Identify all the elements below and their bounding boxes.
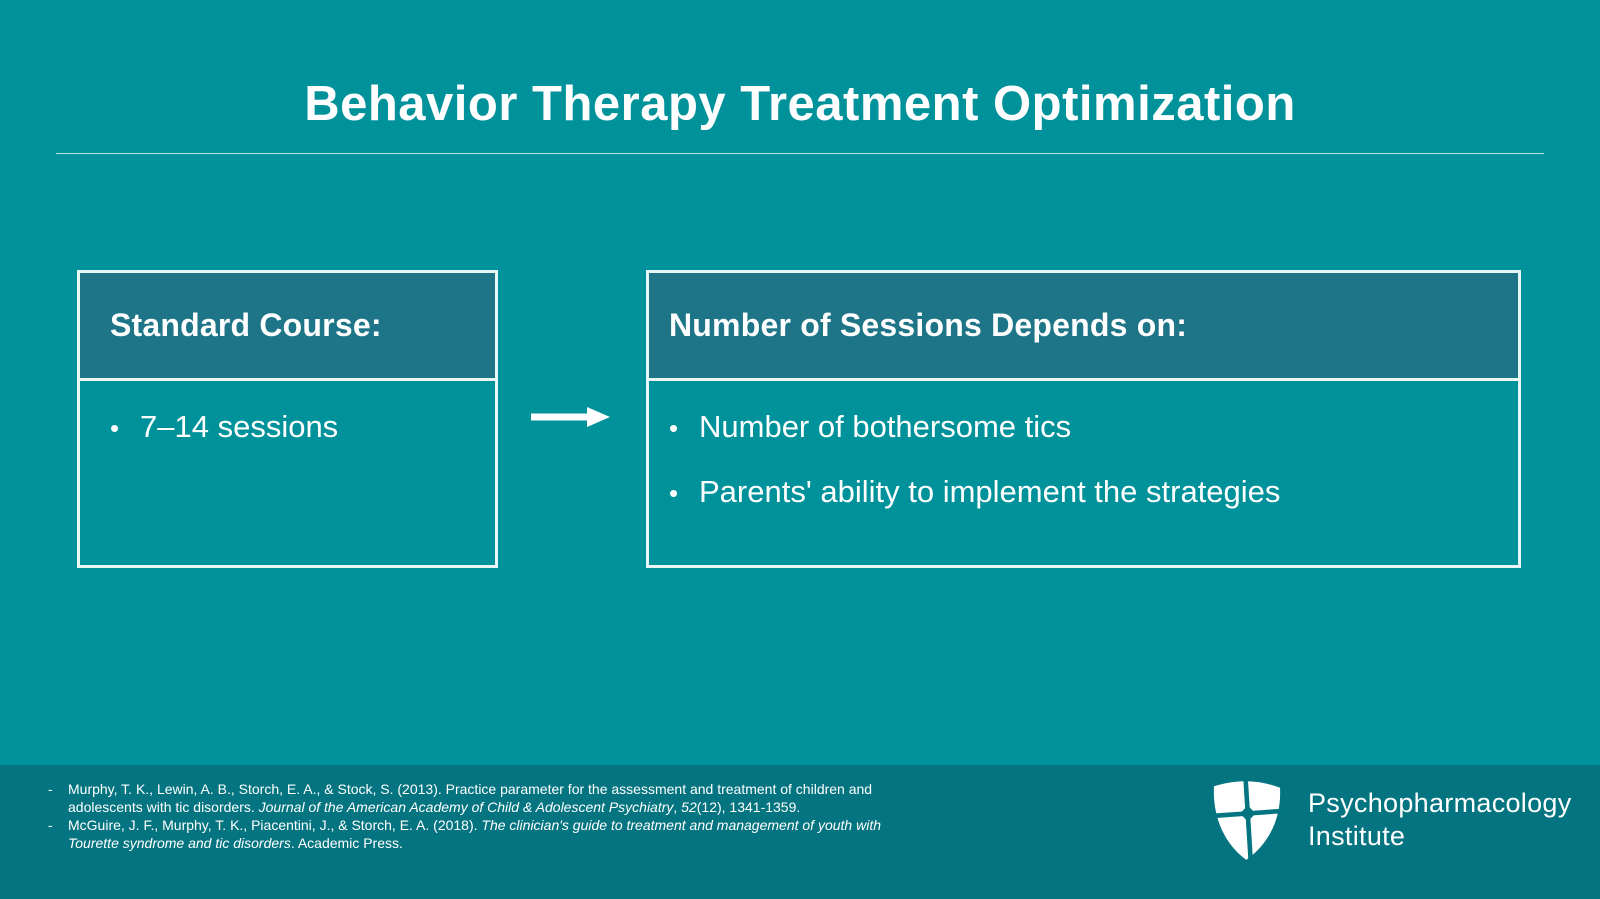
brand-name-line2: Institute <box>1308 821 1406 851</box>
brand-logo-lockup: Psychopharmacology Institute <box>1208 776 1572 864</box>
standard-course-header: Standard Course: <box>80 273 495 381</box>
reference-item: - McGuire, J. F., Murphy, T. K., Piacent… <box>48 817 908 852</box>
arrow-right-icon <box>531 402 611 432</box>
sessions-depends-box: Number of Sessions Depends on: • Number … <box>646 270 1521 568</box>
reference-segment-italic: Journal of the American Academy of Child… <box>258 798 674 815</box>
reference-segment-italic: 52 <box>681 798 697 815</box>
bullet-icon: • <box>110 413 120 443</box>
list-item: • 7–14 sessions <box>110 406 480 449</box>
reference-item: - Murphy, T. K., Lewin, A. B., Storch, E… <box>48 781 908 816</box>
standard-course-box: Standard Course: • 7–14 sessions <box>77 270 498 568</box>
brand-name: Psychopharmacology Institute <box>1308 787 1572 853</box>
reference-list: - Murphy, T. K., Lewin, A. B., Storch, E… <box>48 781 908 853</box>
list-item: • Parents' ability to implement the stra… <box>669 471 1503 514</box>
reference-segment: . Academic Press. <box>290 834 403 851</box>
bullet-icon: • <box>669 478 679 508</box>
reference-text: McGuire, J. F., Murphy, T. K., Piacentin… <box>68 817 898 852</box>
standard-course-body: • 7–14 sessions <box>80 381 495 449</box>
reference-segment: McGuire, J. F., Murphy, T. K., Piacentin… <box>68 817 482 833</box>
dash-marker: - <box>48 781 53 797</box>
reference-segment: , <box>673 798 682 815</box>
brand-name-line1: Psychopharmacology <box>1308 788 1572 819</box>
sessions-depends-body: • Number of bothersome tics • Parents' a… <box>649 381 1518 514</box>
list-item-label: Parents' ability to implement the strate… <box>699 474 1281 509</box>
sessions-depends-header-label: Number of Sessions Depends on: <box>669 307 1188 343</box>
sessions-depends-header: Number of Sessions Depends on: <box>649 273 1518 381</box>
footer-bar: - Murphy, T. K., Lewin, A. B., Storch, E… <box>0 765 1600 899</box>
bullet-icon: • <box>669 413 679 443</box>
standard-course-header-label: Standard Course: <box>110 307 382 343</box>
list-item: • Number of bothersome tics <box>669 406 1503 449</box>
reference-text: Murphy, T. K., Lewin, A. B., Storch, E. … <box>68 781 898 816</box>
list-item-label: Number of bothersome tics <box>699 409 1072 444</box>
reference-segment: (12), 1341-1359. <box>696 798 801 815</box>
list-item-label: 7–14 sessions <box>140 409 339 444</box>
dash-marker: - <box>48 817 53 833</box>
reference-segment: Murphy, T. K., Lewin, A. B., Storch, E. … <box>68 781 873 815</box>
shield-cross-icon <box>1208 776 1286 864</box>
reference-segment-italic: The clinician's guide to treatment and m… <box>68 817 881 851</box>
slide-title: Behavior Therapy Treatment Optimization <box>304 77 1296 131</box>
title-divider <box>56 153 1544 154</box>
